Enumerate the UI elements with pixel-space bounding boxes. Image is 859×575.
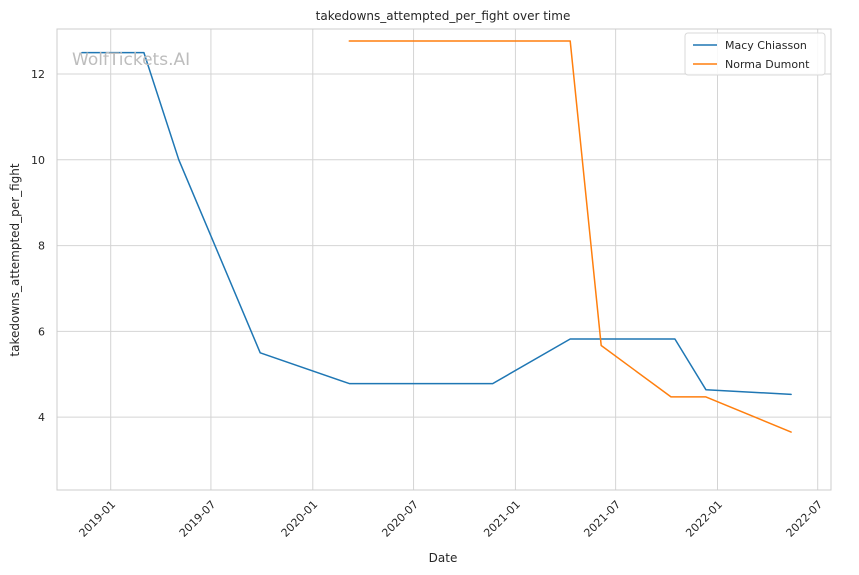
series-line-1 xyxy=(81,51,792,396)
y-axis-label: takedowns_attempted_per_fight xyxy=(8,163,22,356)
x-tick-label: 2019-07 xyxy=(177,498,219,540)
grid xyxy=(57,29,831,490)
x-tick-labels: 2019-01 2019-07 2020-01 2020-07 2021-01 2021-… xyxy=(77,498,826,540)
legend-label: Norma Dumont xyxy=(725,58,810,71)
axes-frame xyxy=(56,28,832,491)
x-tick-label: 2022-01 xyxy=(683,498,725,540)
x-tick-label: 2021-01 xyxy=(481,498,523,540)
legend-label: Macy Chiasson xyxy=(725,39,807,52)
x-tick-label: 2019-01 xyxy=(77,498,119,540)
x-tick-label: 2021-07 xyxy=(581,498,623,540)
series-line-2 xyxy=(348,40,792,433)
y-tick-label: 6 xyxy=(38,325,45,338)
x-axis-label: Date xyxy=(429,551,458,565)
chart-title: takedowns_attempted_per_fight over time xyxy=(316,9,571,23)
watermark: WolfTickets.AI xyxy=(72,50,190,70)
y-tick-label: 4 xyxy=(38,411,45,424)
x-tick-label: 2020-01 xyxy=(279,498,321,540)
x-tick-label: 2022-07 xyxy=(784,498,826,540)
legend: Macy Chiasson Norma Dumont xyxy=(684,32,826,76)
series-lines xyxy=(81,40,792,433)
y-tick-label: 10 xyxy=(31,154,45,167)
legend-box xyxy=(684,32,826,76)
y-tick-label: 12 xyxy=(31,68,45,81)
y-tick-label: 8 xyxy=(38,240,45,253)
y-tick-labels: 4 6 8 10 12 xyxy=(31,68,45,424)
x-tick-label: 2020-07 xyxy=(379,498,421,540)
